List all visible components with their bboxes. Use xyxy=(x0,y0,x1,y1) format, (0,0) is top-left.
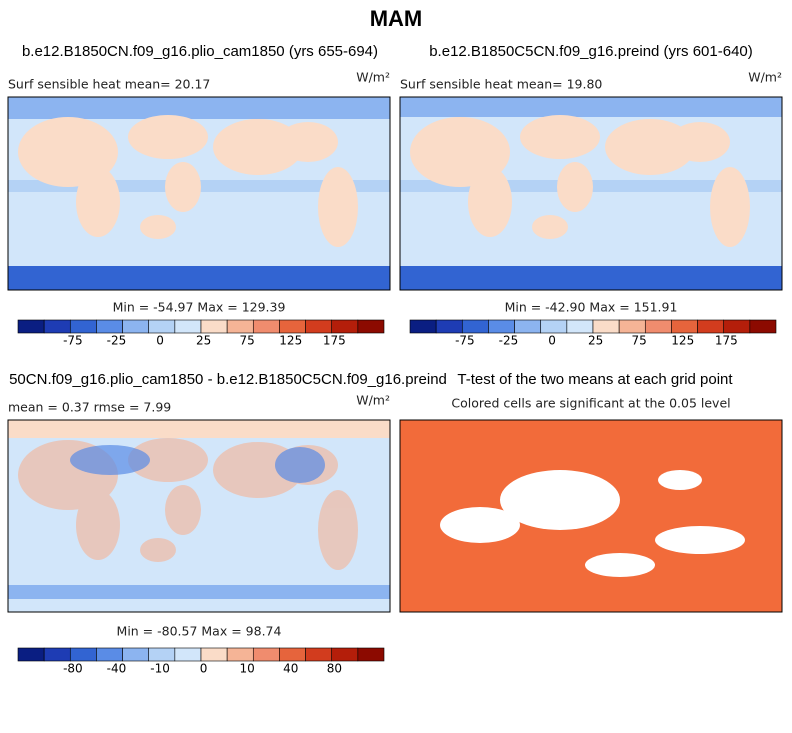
colorbar-tick-label: -75 xyxy=(455,334,475,348)
map xyxy=(400,97,782,290)
colorbar-tick-label: 125 xyxy=(671,334,694,348)
colorbar-tick-label: 0 xyxy=(200,662,208,676)
colorbar-box xyxy=(43,319,71,334)
map-frame xyxy=(7,419,391,613)
colorbar-box xyxy=(148,647,176,662)
colorbar-box xyxy=(174,319,202,334)
colorbar-tick-label: 75 xyxy=(240,334,255,348)
colorbar-tick-label: 40 xyxy=(283,662,298,676)
colorbar-tick-label: 0 xyxy=(156,334,164,348)
colorbar-tick-label: 0 xyxy=(548,334,556,348)
colorbar-box xyxy=(252,319,280,334)
colorbar-box xyxy=(514,319,542,334)
colorbar-box xyxy=(671,319,698,334)
map-frame xyxy=(399,96,783,291)
colorbar-box xyxy=(566,319,594,334)
map xyxy=(400,420,782,612)
colorbar-tick-label: 125 xyxy=(279,334,302,348)
colorbar-box xyxy=(540,319,568,334)
colorbar-box xyxy=(17,319,45,334)
colorbar-box xyxy=(279,647,306,662)
panel-label: mean = 0.37 rmse = 7.99 xyxy=(8,400,171,415)
colorbar-tick-label: -75 xyxy=(63,334,83,348)
colorbar-box xyxy=(17,647,45,662)
colorbar-tick-label: 75 xyxy=(632,334,647,348)
colorbar-tick-label: -25 xyxy=(499,334,519,348)
colorbar-box xyxy=(435,319,463,334)
colorbar-box xyxy=(174,647,202,662)
panel-label: Colored cells are significant at the 0.0… xyxy=(451,396,730,411)
units: W/m² xyxy=(356,70,390,85)
figure-title: MAM xyxy=(370,6,423,31)
colorbar-tick-label: 25 xyxy=(588,334,603,348)
colorbar-box xyxy=(461,319,489,334)
colorbar-box xyxy=(69,647,97,662)
colorbar-tick-label: -40 xyxy=(107,662,127,676)
colorbar-tick-label: 80 xyxy=(327,662,342,676)
colorbar-box xyxy=(226,647,254,662)
map-frame xyxy=(399,419,783,613)
colorbar-box xyxy=(279,319,306,334)
panel-label: Surf sensible heat mean= 20.17 xyxy=(8,77,210,92)
units: W/m² xyxy=(356,393,390,408)
min-max: Min = -42.90 Max = 151.91 xyxy=(505,300,678,315)
colorbar-box xyxy=(200,647,228,662)
colorbar-box xyxy=(697,319,725,334)
colorbar-tick-label: -25 xyxy=(107,334,127,348)
colorbar-box xyxy=(96,647,123,662)
panel-label: Surf sensible heat mean= 19.80 xyxy=(400,77,602,92)
colorbar-box xyxy=(357,647,385,662)
panel-title: b.e12.B1850CN.f09_g16.plio_cam1850 (yrs … xyxy=(22,43,378,60)
colorbar-box xyxy=(331,647,359,662)
colorbar-tick-label: -10 xyxy=(150,662,170,676)
colorbar-box xyxy=(122,647,150,662)
map xyxy=(8,97,390,290)
panel-title: b.e12.B1850C5CN.f09_g16.preind (yrs 601-… xyxy=(429,43,753,60)
colorbar-tick-label: 175 xyxy=(323,334,346,348)
colorbar-box xyxy=(644,319,672,334)
map xyxy=(8,420,390,612)
colorbar-box xyxy=(69,319,97,334)
colorbar-tick-label: -80 xyxy=(63,662,83,676)
colorbar-box xyxy=(592,319,620,334)
colorbar-box xyxy=(200,319,228,334)
colorbar-box xyxy=(305,647,333,662)
colorbar-tick-label: 175 xyxy=(715,334,738,348)
colorbar-box xyxy=(252,647,280,662)
colorbar-box xyxy=(148,319,176,334)
min-max: Min = -54.97 Max = 129.39 xyxy=(113,300,286,315)
colorbar-box xyxy=(122,319,150,334)
colorbar-box xyxy=(723,319,751,334)
colorbar-tick-label: 10 xyxy=(240,662,255,676)
map-frame xyxy=(7,96,391,291)
panel-title: 50CN.f09_g16.plio_cam1850 - b.e12.B1850C… xyxy=(9,371,447,388)
colorbar-box xyxy=(488,319,515,334)
colorbar-box xyxy=(96,319,123,334)
colorbar-box xyxy=(749,319,777,334)
colorbar-box xyxy=(331,319,359,334)
colorbar-box xyxy=(226,319,254,334)
units: W/m² xyxy=(748,70,782,85)
colorbar-box xyxy=(409,319,437,334)
colorbar-box xyxy=(618,319,646,334)
panel-title: T-test of the two means at each grid poi… xyxy=(457,371,733,388)
colorbar-box xyxy=(305,319,333,334)
min-max: Min = -80.57 Max = 98.74 xyxy=(117,624,282,639)
colorbar-box xyxy=(43,647,71,662)
colorbar-tick-label: 25 xyxy=(196,334,211,348)
colorbar-box xyxy=(357,319,385,334)
